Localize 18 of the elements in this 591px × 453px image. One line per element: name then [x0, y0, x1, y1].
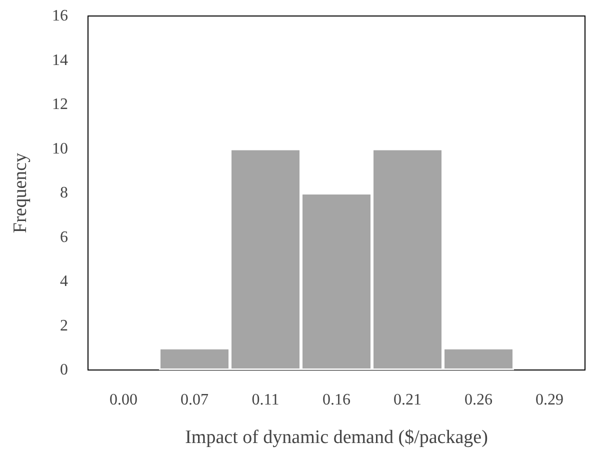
y-tick-label: 0: [60, 362, 68, 378]
y-tick-label: 8: [60, 184, 68, 202]
y-tick-label: 2: [60, 317, 68, 334]
x-tick-label: 0.21: [394, 392, 422, 408]
y-axis-title: Frequency: [10, 152, 31, 234]
x-tick-label: 0.29: [536, 392, 564, 408]
y-tick-label: 12: [52, 96, 68, 113]
y-tick-label: 10: [52, 140, 68, 158]
y-tick-label: 16: [52, 8, 68, 24]
x-tick-label: 0.26: [464, 392, 492, 408]
x-tick-label: 0.07: [180, 392, 208, 408]
x-tick-label: 0.11: [252, 392, 280, 408]
y-tick-label: 14: [52, 52, 68, 69]
y-tick-label: 6: [60, 228, 68, 246]
y-tick-label: 4: [60, 273, 68, 290]
x-axis-title: Impact of dynamic demand ($/package): [185, 427, 488, 448]
x-tick-label: 0.16: [322, 392, 350, 408]
x-tick-label: 0.00: [110, 392, 138, 408]
